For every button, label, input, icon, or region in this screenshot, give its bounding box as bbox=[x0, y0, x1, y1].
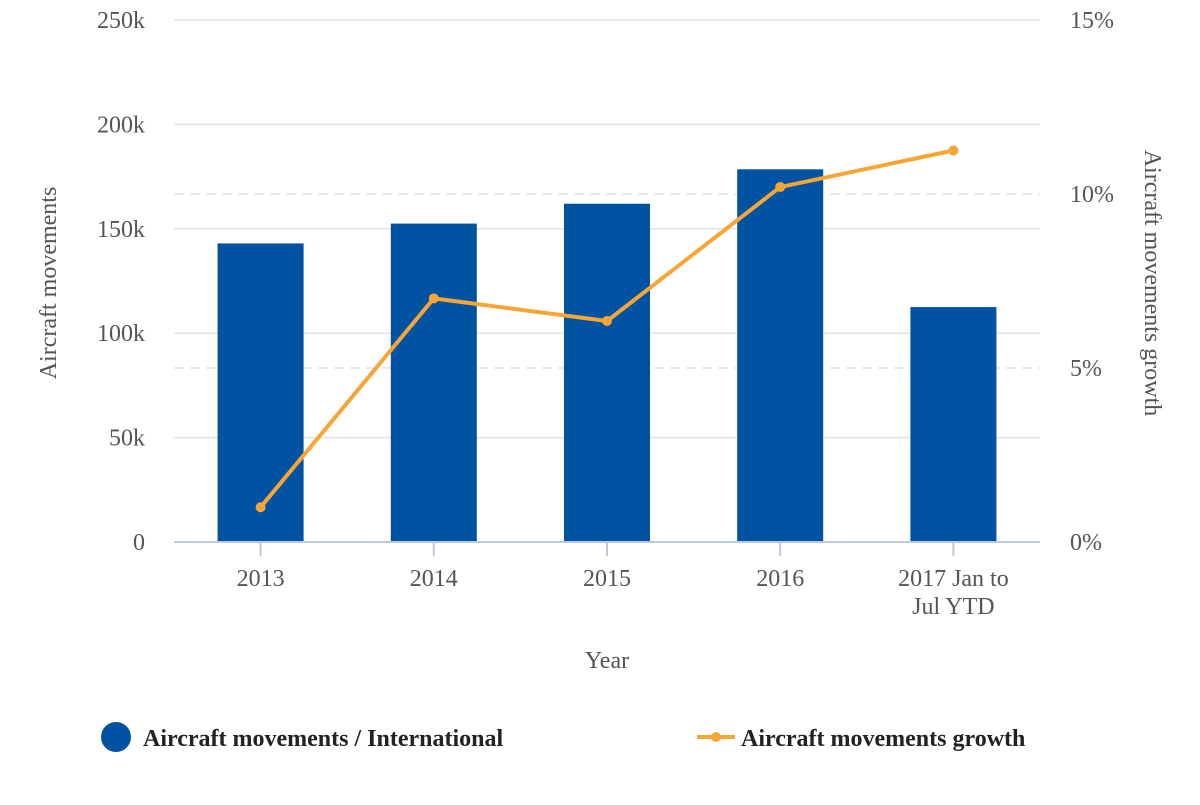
bar[interactable] bbox=[217, 243, 304, 542]
y-tick-label: 200k bbox=[97, 112, 145, 138]
bar[interactable] bbox=[390, 223, 477, 542]
legend-bar-marker[interactable] bbox=[101, 722, 131, 752]
growth-point[interactable] bbox=[428, 293, 439, 304]
y-tick-label: 250k bbox=[97, 8, 145, 34]
y2-axis-title: Aircraft movements growth bbox=[1139, 150, 1165, 417]
x-tick-label: 2016 bbox=[756, 566, 804, 592]
y-tick-label: 100k bbox=[97, 321, 145, 347]
y-tick-label: 50k bbox=[109, 426, 145, 452]
bar[interactable] bbox=[564, 203, 650, 542]
y-tick-label: 0 bbox=[133, 530, 145, 556]
growth-point[interactable] bbox=[602, 316, 612, 327]
bar[interactable] bbox=[910, 307, 997, 542]
x-tick-label: 2013 bbox=[237, 566, 285, 592]
legend-label-growth[interactable]: Aircraft movements growth bbox=[741, 726, 1025, 752]
y-tick-label: 150k bbox=[97, 217, 145, 243]
legend-line-point bbox=[711, 732, 721, 742]
growth-point[interactable] bbox=[948, 145, 959, 156]
x-axis-title: Year bbox=[585, 648, 629, 674]
legend-label-bars[interactable]: Aircraft movements / International bbox=[143, 726, 503, 752]
y2-tick-label: 5% bbox=[1070, 356, 1102, 382]
bar[interactable] bbox=[737, 169, 824, 543]
y2-tick-label: 10% bbox=[1070, 182, 1114, 208]
y2-tick-label: 0% bbox=[1070, 530, 1102, 556]
x-tick-label: 2015 bbox=[583, 566, 631, 592]
growth-point[interactable] bbox=[255, 502, 266, 513]
growth-point[interactable] bbox=[775, 182, 786, 193]
x-tick-label: 2014 bbox=[410, 566, 458, 592]
x-tick-label: 2017 Jan to Jul YTD bbox=[898, 566, 1009, 620]
y2-tick-label: 15% bbox=[1070, 8, 1114, 34]
y-axis-title: Aircraft movements bbox=[36, 187, 62, 380]
